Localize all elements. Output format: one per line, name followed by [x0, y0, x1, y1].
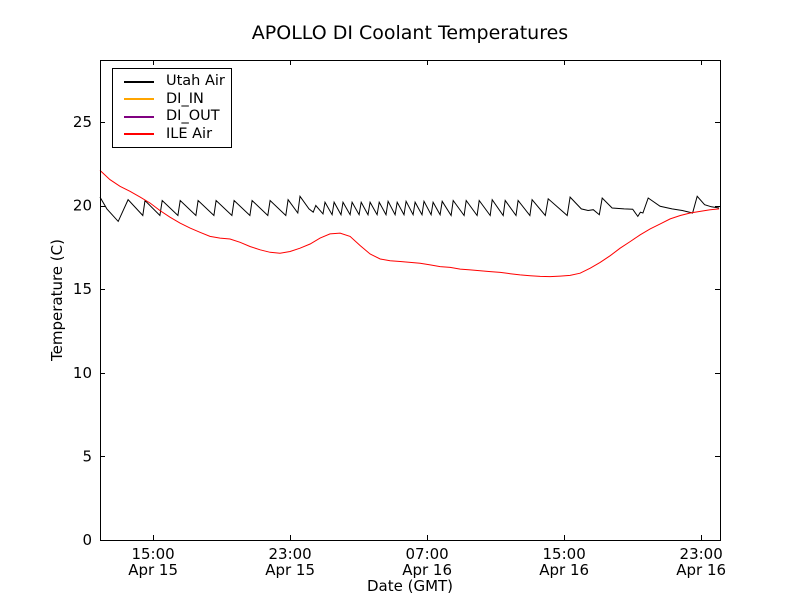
legend-line-swatch-ile-air [124, 133, 154, 136]
chart-title: APOLLO DI Coolant Temperatures [251, 22, 569, 44]
x-tick-label-time: 23:00 [268, 545, 311, 563]
y-axis-label-text: Temperature (C) [48, 239, 66, 361]
y-tick-label: 20 [73, 197, 92, 215]
y-tick-label: 15 [73, 280, 92, 298]
legend-line-swatch-di-in [124, 98, 154, 101]
y-tick-label: 25 [73, 113, 92, 131]
x-tick-label-time: 07:00 [406, 545, 449, 563]
legend-label-di-in: DI_IN [166, 90, 204, 107]
legend-item-utah-air: Utah Air [119, 73, 225, 91]
y-tick-label: 10 [73, 364, 92, 382]
x-tick-label-time: 15:00 [543, 545, 586, 563]
x-tick-label-date: Apr 16 [676, 561, 726, 579]
x-tick-label-date: Apr 16 [402, 561, 452, 579]
plot-frame [100, 60, 721, 541]
y-tick-label: 5 [82, 447, 92, 465]
legend-line-swatch-utah-air [124, 80, 154, 83]
legend-item-ile-air: ILE Air [119, 126, 223, 144]
series-line-utah-air [99, 194, 720, 223]
legend: Utah Air DI_IN DI_OUT ILE Air [112, 68, 232, 148]
series-line-ile-air [99, 170, 720, 278]
legend-item-di-out: DI_OUT [119, 108, 223, 126]
legend-line-swatch-di-out [124, 115, 154, 118]
legend-label-ile-air: ILE Air [166, 125, 213, 142]
x-tick-label-date: Apr 16 [539, 561, 589, 579]
x-tick-label-date: Apr 15 [128, 561, 178, 579]
legend-label-utah-air: Utah Air [166, 73, 225, 90]
legend-item-di-in: DI_IN [119, 91, 223, 109]
legend-label-di-out: DI_OUT [166, 108, 220, 125]
y-tick-label: 0 [82, 531, 92, 549]
x-axis-label: Date (GMT) [366, 577, 454, 595]
x-tick-label-time: 23:00 [680, 545, 723, 563]
x-tick-label-date: Apr 15 [265, 561, 315, 579]
x-tick-label-time: 15:00 [131, 545, 174, 563]
